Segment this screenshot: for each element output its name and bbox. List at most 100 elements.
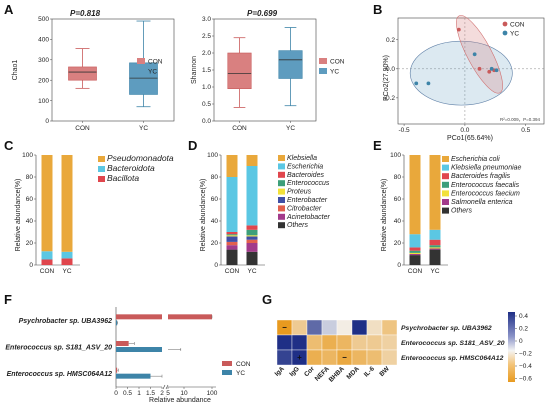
axis-break	[165, 384, 169, 390]
bar-segment-bacillota	[41, 259, 53, 265]
panel-d-stacked: Relative abundance(%) 0 20 40 60 80 100 CON YC K…	[200, 152, 330, 275]
heat-col-label: MDA	[345, 365, 361, 381]
pcoa-ylabel: PCo2(27.90%)	[383, 55, 390, 101]
heat-col-label: IgG	[288, 365, 301, 378]
bar-segment-klebsiella-pneumoniae	[429, 229, 441, 240]
bar-segment-enterococcus	[246, 229, 258, 236]
heat-cell	[366, 319, 383, 336]
x-tick-label: 0.0	[460, 127, 469, 134]
bar-segment-bacteroidota	[41, 251, 53, 260]
x-tick-label: 1	[137, 390, 141, 397]
legend-swatch	[442, 181, 449, 188]
bar-segment-acinetobacter	[246, 243, 258, 252]
heat-cell	[291, 319, 308, 336]
bar-segment-enterococcus-faecium	[429, 247, 441, 249]
colorbar-tick-label: −0.4	[519, 363, 532, 370]
bar-segment-pseudomonadota	[61, 155, 73, 252]
d-ylabel: Relative abundance(%)	[200, 179, 207, 252]
legend-swatch-yc	[319, 68, 327, 74]
bar-segment-citrobacter	[226, 241, 238, 246]
y-tick-label: 20	[211, 240, 219, 247]
legend-swatch	[98, 176, 105, 182]
pcoa-frame	[397, 17, 545, 125]
c-ylabel: Relative abundance(%)	[15, 179, 22, 252]
heat-row-label: Enterococcus sp. HMSC064A12	[401, 355, 504, 362]
bar-segment-pseudomonadota	[41, 155, 53, 252]
legend-label-con: CON	[330, 59, 345, 66]
legend-swatch	[278, 188, 285, 195]
legend-swatch	[278, 222, 285, 229]
legend-label: Enterococcus faecalis	[451, 182, 520, 189]
heat-cell	[366, 349, 383, 366]
axis-break	[162, 384, 166, 390]
x-tick-label: 0	[114, 390, 118, 397]
y-tick-label: 100	[390, 152, 401, 159]
panel-e-stacked: Relative abundance(%) 0 20 40 60 80 100 CON YC E…	[381, 152, 522, 275]
y-tick-label: 0	[214, 262, 218, 269]
bar-segment-enterobacter	[246, 236, 258, 240]
e-ylabel: Relative abundance(%)	[381, 179, 388, 252]
chao1-pvalue: P=0.818	[70, 9, 101, 18]
bar-yc	[116, 373, 151, 379]
y-tick-label: 100	[207, 152, 218, 159]
y-tick-label: 0.0	[202, 118, 211, 125]
pcoa-xlabel: PCo1(65.64%)	[447, 135, 493, 142]
legend-label: Salmonella enterica	[451, 199, 513, 206]
panel-label-b: B	[373, 2, 382, 17]
heat-cell	[381, 334, 398, 351]
x-tick-label: YC	[286, 125, 295, 132]
point-yc	[472, 52, 477, 57]
heat-cell	[321, 349, 338, 366]
bar-segment-others	[226, 249, 238, 265]
legend-swatch-con	[222, 361, 232, 366]
legend-swatch	[98, 156, 105, 162]
y-tick-label: 0.2	[386, 37, 395, 44]
heat-col-label: IL-6	[363, 365, 376, 378]
chao1-ylabel: Chao1	[12, 60, 19, 81]
shannon-pvalue: P=0.699	[247, 9, 278, 18]
legend-swatch	[442, 207, 449, 214]
legend-label: Citrobacter	[287, 205, 322, 212]
bar-segment-enterococcus-faecalis	[429, 245, 441, 248]
x-tick-label: 2	[160, 390, 164, 397]
legend-label: Enterococcus	[287, 180, 330, 187]
x-tick-label: -0.5	[398, 127, 410, 134]
heat-cell	[306, 349, 323, 366]
bar-segment-citrobacter	[246, 239, 258, 243]
bar-segment-bacteroides-fragilis	[429, 239, 441, 246]
bar-segment-klebsiella	[226, 155, 238, 177]
legend-label: Klebsiella	[287, 155, 317, 162]
y-tick-label: 60	[394, 196, 402, 203]
legend-label: Klebsiella pneumoniae	[451, 165, 522, 172]
x-tick-label: CON	[75, 125, 90, 132]
legend-swatch	[278, 197, 285, 203]
x-tick-label: YC	[430, 268, 439, 275]
pcoa-annotation: R²=0.009，P=0.394	[500, 117, 541, 123]
panel-b-pcoa: PCo2(27.90%) PCo1(65.64%) -0.5 0.0 0.5 -0.2…	[383, 15, 545, 142]
shannon-legend: CON YC	[319, 58, 345, 76]
bar-segment-escherichia	[246, 166, 258, 226]
x-tick-label: YC	[62, 268, 71, 275]
x-tick-label: CON	[408, 268, 423, 275]
x-tick-label: YC	[139, 125, 148, 132]
legend-swatch	[278, 171, 285, 178]
legend-label: Acinetobacter	[286, 214, 330, 221]
y-tick-label: 400	[38, 37, 49, 44]
x-tick-label: YC	[247, 268, 256, 275]
heat-cell	[366, 334, 383, 351]
bar-segment-bacteroidota	[61, 251, 73, 259]
y-tick-label: 2.0	[202, 50, 211, 57]
bar-segment-bacteroides-fragilis	[409, 247, 421, 251]
f-xlabel: Relative abundance	[149, 397, 211, 404]
bar-segment-klebsiella-pneumoniae	[409, 234, 421, 248]
y-tick-label: 0.0	[386, 66, 395, 73]
category-label: Enterococcus sp. HMSC064A12	[7, 371, 113, 378]
y-tick-label: 40	[211, 218, 219, 225]
y-tick-label: 80	[26, 174, 34, 181]
legend-swatch	[442, 190, 449, 197]
panel-label-e: E	[373, 138, 382, 153]
x-tick-label: 1.5	[146, 390, 155, 397]
point-yc	[414, 81, 419, 86]
bar-segment-bacillota	[61, 258, 73, 265]
bar-segment-acinetobacter	[226, 245, 238, 250]
